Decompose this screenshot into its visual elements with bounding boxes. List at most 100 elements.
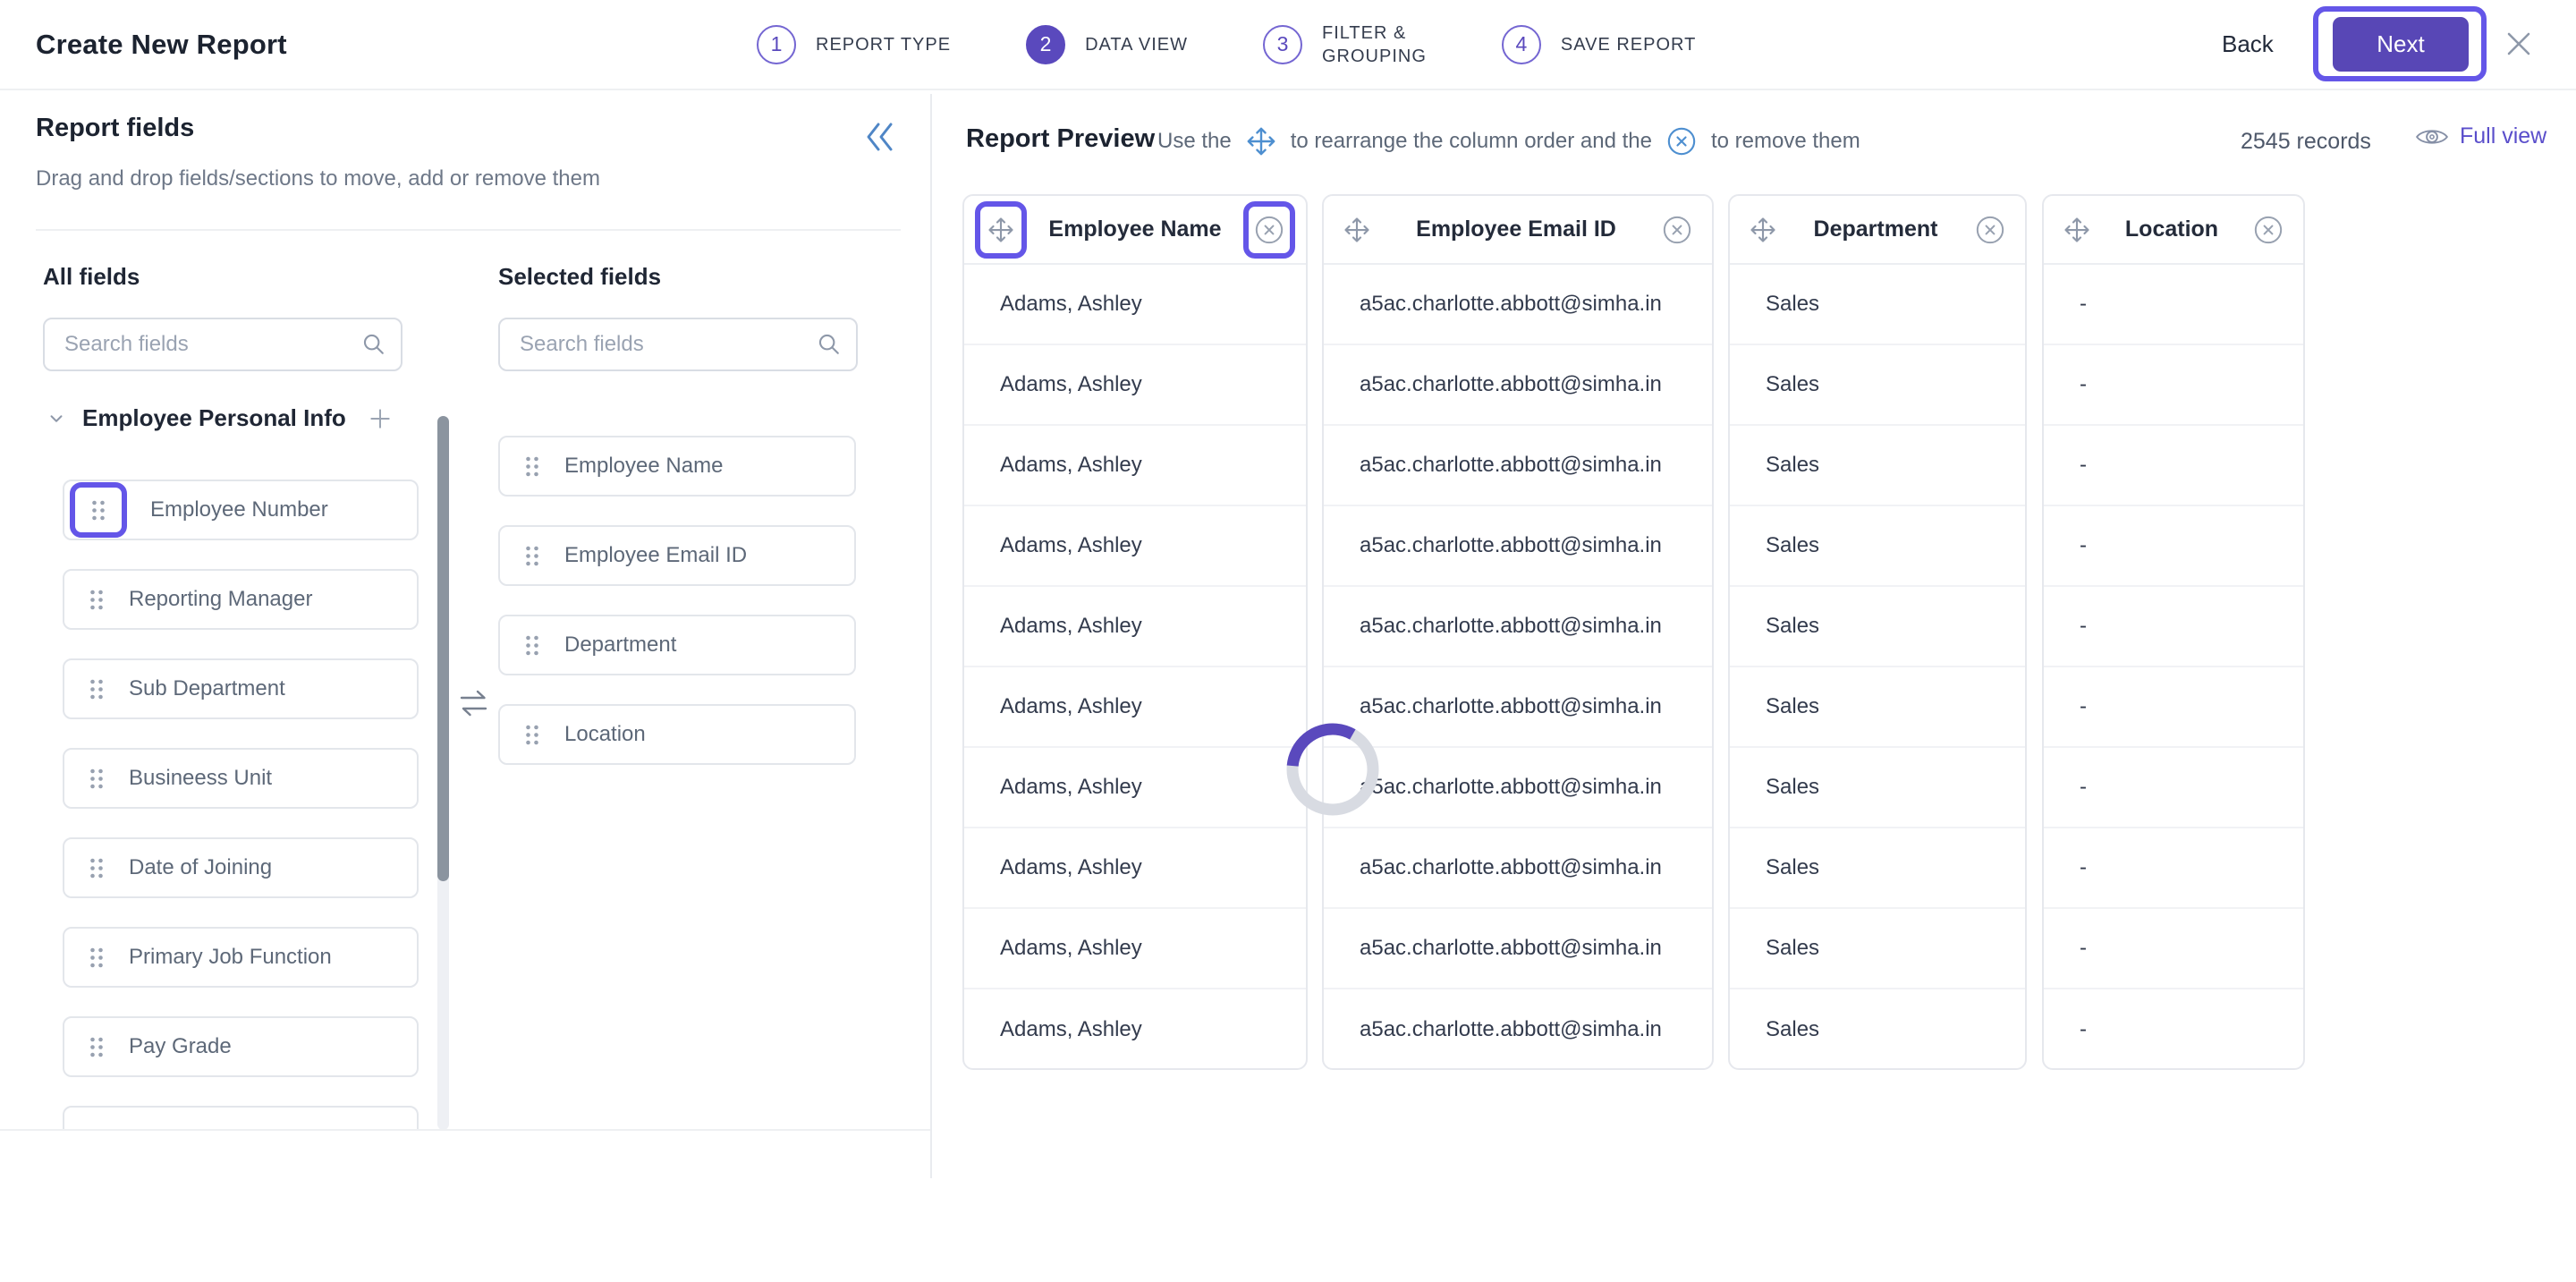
field-item[interactable]: Busineess Unit (63, 748, 419, 809)
preview-hint: Use the to rearrange the column order an… (1157, 124, 1860, 158)
search-icon (817, 332, 842, 357)
step-label: SAVE REPORT (1560, 34, 1697, 55)
move-column-icon[interactable] (975, 200, 1027, 259)
drag-handle-icon[interactable] (88, 677, 106, 701)
move-icon (1246, 126, 1276, 157)
step-save-report[interactable]: 4 SAVE REPORT (1501, 24, 1697, 64)
field-item[interactable]: Date of Joining (63, 837, 419, 898)
divider (0, 1129, 930, 1131)
add-section-icon[interactable] (368, 406, 393, 431)
table-cell: Adams, Ashley (1000, 1017, 1142, 1041)
field-item[interactable]: Employee Email ID (498, 525, 856, 586)
step-filter-grouping[interactable]: 3 FILTER & GROUPING (1263, 21, 1427, 68)
transfer-fields-icon[interactable] (458, 687, 490, 719)
table-cell: a5ac.charlotte.abbott@simha.in (1324, 748, 1712, 828)
table-column-label: Employee Name (1048, 216, 1222, 242)
table-cell: Adams, Ashley (964, 667, 1306, 748)
table-cell: Adams, Ashley (964, 748, 1306, 828)
field-item[interactable]: Location (498, 704, 856, 765)
table-cell: a5ac.charlotte.abbott@simha.in (1324, 667, 1712, 748)
divider (36, 229, 901, 231)
report-fields-subtitle: Drag and drop fields/sections to move, a… (36, 166, 600, 191)
field-item-partial (63, 1106, 419, 1129)
field-item[interactable]: Reporting Manager (63, 569, 419, 630)
drag-handle-icon[interactable] (523, 544, 541, 568)
table-cell: Sales (1730, 909, 2025, 989)
drag-handle-icon[interactable] (88, 767, 106, 791)
step-label: DATA VIEW (1085, 34, 1188, 55)
move-column-icon[interactable] (1335, 216, 1379, 243)
table-column-label: Department (1813, 216, 1938, 242)
field-item[interactable]: Department (498, 615, 856, 675)
search-icon (361, 332, 386, 357)
table-cell: - (2080, 1017, 2087, 1041)
field-item[interactable]: Sub Department (63, 658, 419, 719)
table-cell: a5ac.charlotte.abbott@simha.in (1324, 265, 1712, 345)
drag-handle-icon[interactable] (88, 946, 106, 970)
full-view-button[interactable]: Full view (2415, 123, 2546, 149)
remove-column-icon[interactable] (1653, 215, 1701, 245)
section-name: Employee Personal Info (82, 404, 346, 431)
records-count: 2545 records (2241, 129, 2371, 154)
next-button[interactable]: Next (2333, 17, 2469, 72)
drag-handle-icon[interactable] (523, 723, 541, 747)
loading-spinner (1286, 723, 1379, 816)
table-cell: Adams, Ashley (964, 506, 1306, 587)
step-number: 3 (1263, 24, 1302, 64)
field-item-label: Pay Grade (129, 1034, 232, 1058)
remove-column-icon[interactable] (1966, 215, 2014, 245)
scrollbar-thumb[interactable] (437, 416, 449, 881)
step-number: 4 (1501, 24, 1541, 64)
move-column-icon[interactable] (2055, 216, 2099, 243)
step-number: 2 (1026, 24, 1066, 64)
hint-text: to remove them (1710, 129, 1860, 153)
step-number: 1 (757, 24, 796, 64)
section-employee-personal-info[interactable]: Employee Personal Info (47, 404, 393, 432)
move-column-icon[interactable] (1741, 216, 1785, 243)
eye-icon (2415, 125, 2449, 149)
all-fields-search-input[interactable] (45, 332, 361, 357)
drag-handle-icon[interactable] (523, 633, 541, 658)
table-cell: Adams, Ashley (964, 828, 1306, 909)
table-cell: Sales (1730, 667, 2025, 748)
report-preview-title: Report Preview (966, 124, 1156, 153)
table-cell: Adams, Ashley (964, 909, 1306, 989)
table-cell: Sales (1730, 587, 2025, 667)
table-column-header: Location (2044, 196, 2303, 265)
drag-handle-icon[interactable] (88, 856, 106, 880)
back-button[interactable]: Back (2216, 0, 2279, 89)
selected-fields-search-input[interactable] (500, 332, 817, 357)
remove-column-icon[interactable] (1243, 200, 1295, 259)
table-cell: a5ac.charlotte.abbott@simha.in (1324, 426, 1712, 506)
field-item[interactable]: Pay Grade (63, 1016, 419, 1077)
table-cell: - (2044, 667, 2303, 748)
highlight-box-drag-handle[interactable] (70, 482, 127, 538)
field-item-label: Busineess Unit (129, 766, 273, 790)
page-title: Create New Report (36, 28, 287, 60)
table-column-label: Employee Email ID (1416, 216, 1616, 242)
step-report-type[interactable]: 1 REPORT TYPE (757, 24, 951, 64)
table-cell: Sales (1730, 265, 2025, 345)
field-item[interactable]: Primary Job Function (63, 927, 419, 988)
drag-handle-icon[interactable] (88, 1035, 106, 1059)
step-data-view[interactable]: 2 DATA VIEW (1026, 24, 1188, 64)
table-cell: Adams, Ashley (964, 587, 1306, 667)
remove-column-icon[interactable] (2244, 215, 2292, 245)
table-cell: - (2044, 426, 2303, 506)
collapse-panel-icon[interactable] (860, 117, 900, 157)
close-icon[interactable] (2501, 27, 2537, 63)
full-view-label: Full view (2460, 123, 2547, 149)
all-fields-title: All fields (43, 263, 140, 290)
field-item-label: Date of Joining (129, 855, 273, 879)
table-cell: - (2044, 587, 2303, 667)
drag-handle-icon[interactable] (88, 588, 106, 612)
field-item[interactable]: Employee Name (498, 436, 856, 497)
drag-handle-icon[interactable] (523, 454, 541, 479)
field-item-label: Employee Name (564, 454, 724, 478)
all-fields-list: Employee Number Reporting Manager Sub Depa… (63, 480, 419, 1129)
table-column-label: Location (2124, 216, 2219, 242)
table-cell: Sales (1766, 1017, 1820, 1041)
chevron-down-icon[interactable] (47, 409, 66, 429)
field-item[interactable]: Employee Number (63, 480, 419, 540)
